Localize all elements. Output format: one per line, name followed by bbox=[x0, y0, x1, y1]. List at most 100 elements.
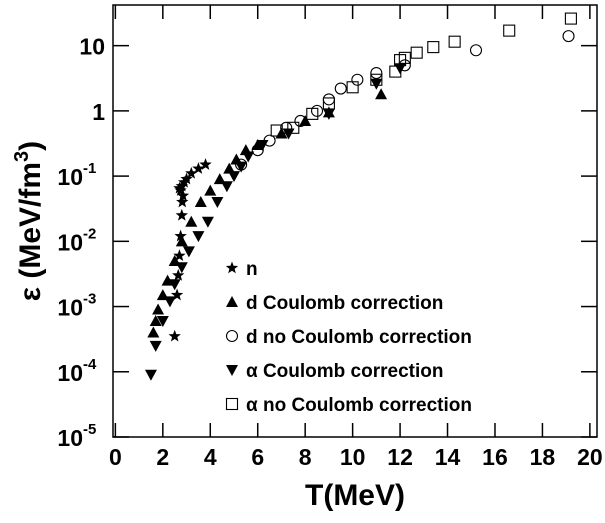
data-point bbox=[182, 246, 195, 258]
data-point bbox=[306, 107, 319, 120]
y-tick-label: 1 bbox=[92, 99, 105, 125]
data-point bbox=[370, 73, 383, 86]
data-point bbox=[322, 97, 335, 110]
x-axis-label: T(MeV) bbox=[305, 479, 405, 512]
data-point bbox=[410, 46, 423, 59]
y-axis-label-exponent: 3 bbox=[11, 151, 33, 162]
data-point bbox=[194, 196, 207, 208]
plot-frame bbox=[112, 4, 598, 438]
y-tick-base: 10 bbox=[57, 164, 83, 190]
data-point bbox=[204, 184, 217, 196]
data-point bbox=[228, 171, 240, 183]
data-point bbox=[223, 162, 236, 174]
y-tick-exponent: -4 bbox=[83, 356, 97, 373]
y-axis-label-close: ) bbox=[14, 141, 47, 151]
y-tick-label: 10 bbox=[57, 164, 83, 190]
data-point bbox=[299, 114, 312, 126]
legend-label: α Coulomb correction bbox=[246, 361, 443, 382]
y-tick-base: 10 bbox=[57, 295, 83, 321]
y-tick-label: 10 bbox=[57, 229, 83, 255]
legend-marker bbox=[225, 397, 239, 411]
data-point bbox=[398, 51, 411, 64]
data-point bbox=[394, 63, 407, 75]
data-point bbox=[175, 208, 188, 221]
data-point bbox=[147, 326, 160, 338]
data-point bbox=[149, 315, 162, 327]
y-axis-label: ε (MeV/fm3) bbox=[11, 141, 47, 301]
data-point bbox=[351, 73, 364, 86]
data-point bbox=[175, 262, 188, 274]
y-tick-exponent: -5 bbox=[83, 421, 96, 438]
data-point bbox=[427, 41, 440, 54]
legend-marker bbox=[225, 261, 239, 274]
data-point bbox=[192, 231, 205, 243]
y-tick-base: 10 bbox=[57, 360, 83, 386]
data-point bbox=[220, 181, 233, 193]
data-point bbox=[152, 303, 165, 315]
y-tick-exponent: -1 bbox=[83, 160, 96, 177]
data-point bbox=[176, 195, 189, 208]
x-tick-label: 0 bbox=[109, 444, 122, 470]
data-point bbox=[168, 279, 181, 291]
data-point bbox=[370, 67, 383, 80]
data-point bbox=[322, 108, 335, 120]
data-point bbox=[375, 88, 388, 100]
data-point bbox=[173, 181, 186, 194]
data-point bbox=[564, 12, 577, 25]
legend-marker bbox=[225, 329, 239, 343]
data-point bbox=[201, 216, 214, 228]
data-point bbox=[322, 93, 335, 106]
data-point bbox=[251, 144, 264, 157]
data-point bbox=[175, 235, 188, 247]
data-point bbox=[163, 296, 176, 308]
x-tick-label: 10 bbox=[340, 444, 366, 470]
data-point bbox=[211, 197, 224, 209]
legend-label: d Coulomb correction bbox=[246, 293, 443, 314]
legend-label: α no Coulomb correction bbox=[246, 395, 472, 416]
y-axis-label-text: ε (MeV/fm bbox=[14, 162, 47, 301]
legend-marker bbox=[226, 365, 238, 376]
legend-label: n bbox=[246, 259, 258, 280]
y-tick-label: 10 bbox=[57, 295, 83, 321]
x-tick-label: 8 bbox=[299, 444, 312, 470]
y-tick-label: 10 bbox=[57, 360, 83, 386]
data-point bbox=[562, 30, 575, 43]
legend-label: d no Coulomb correction bbox=[246, 327, 472, 348]
data-point bbox=[346, 81, 359, 94]
data-point bbox=[185, 166, 198, 179]
data-point bbox=[334, 82, 347, 95]
data-point bbox=[173, 249, 186, 262]
data-point bbox=[310, 104, 324, 117]
data-point bbox=[503, 24, 516, 37]
data-point bbox=[370, 78, 383, 90]
legend-marker bbox=[226, 296, 238, 307]
x-tick-label: 4 bbox=[204, 444, 217, 470]
data-point bbox=[469, 44, 483, 57]
data-point bbox=[168, 329, 181, 342]
data-point bbox=[156, 316, 169, 328]
x-tick-label: 12 bbox=[387, 444, 413, 470]
data-point bbox=[242, 151, 255, 163]
y-tick-label: 10 bbox=[57, 425, 83, 451]
data-point bbox=[448, 35, 461, 48]
x-tick-label: 14 bbox=[435, 444, 461, 470]
data-point bbox=[174, 229, 187, 242]
x-tick-label: 6 bbox=[251, 444, 264, 470]
data-point bbox=[185, 215, 198, 227]
data-point bbox=[256, 139, 269, 151]
data-point bbox=[180, 172, 193, 185]
y-tick-base: 10 bbox=[57, 425, 83, 451]
data-point bbox=[176, 189, 190, 201]
x-tick-label: 16 bbox=[482, 444, 508, 470]
data-point bbox=[235, 161, 248, 173]
data-point bbox=[161, 274, 174, 286]
y-tick-exponent: -2 bbox=[83, 225, 96, 242]
data-point bbox=[287, 121, 300, 134]
data-point bbox=[199, 158, 212, 170]
data-point bbox=[294, 114, 307, 128]
y-tick-base: 10 bbox=[57, 229, 83, 255]
data-point bbox=[170, 288, 184, 301]
data-point bbox=[282, 128, 295, 140]
y-tick-label: 10 bbox=[79, 34, 105, 60]
